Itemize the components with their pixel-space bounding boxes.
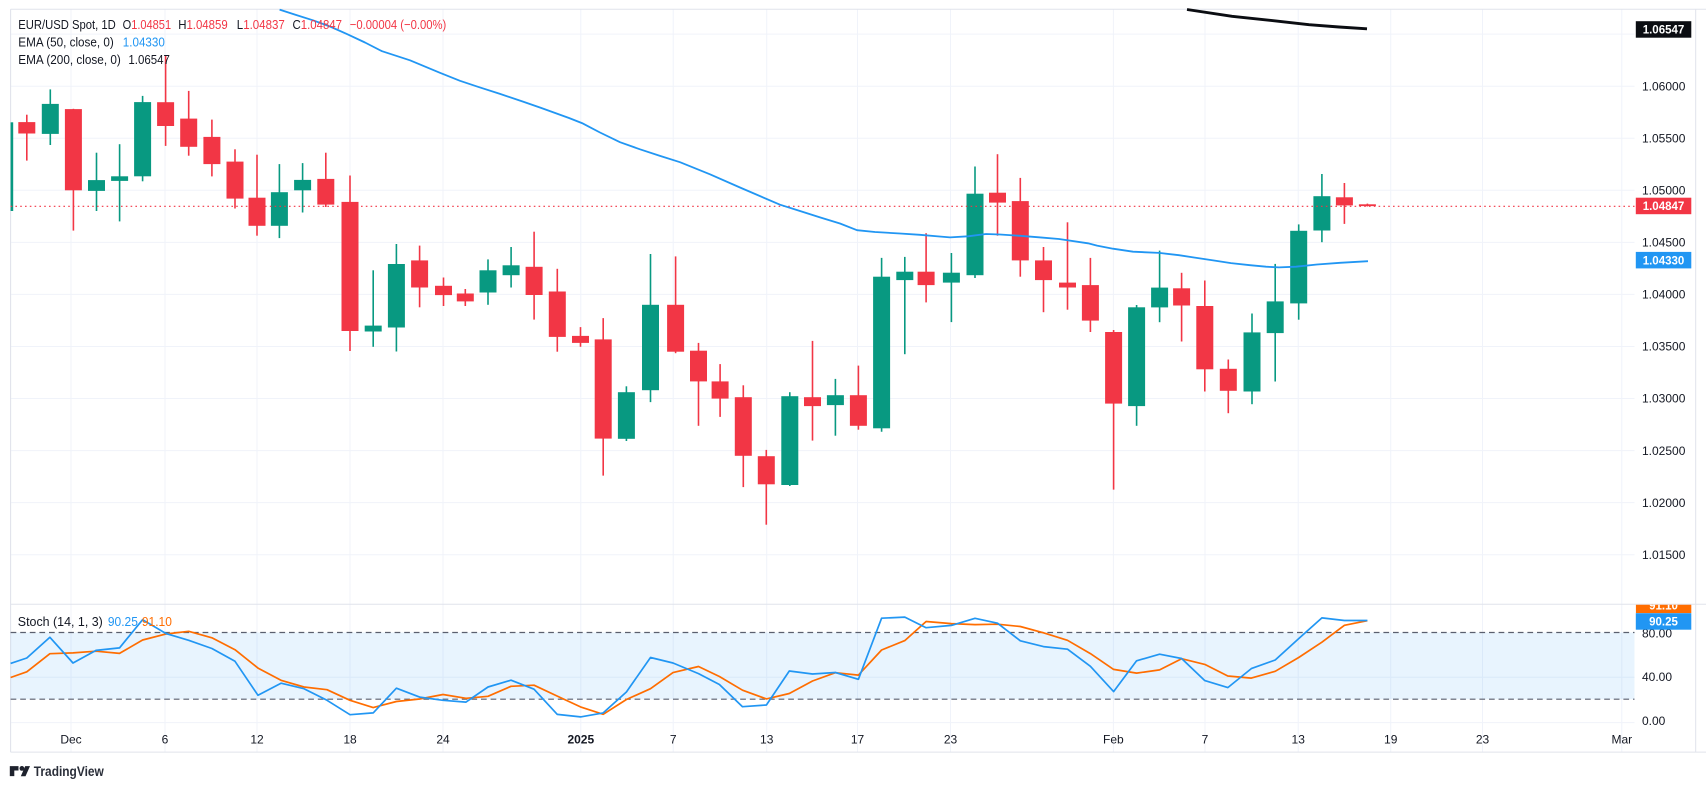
- svg-text:EMA (50, close, 0): EMA (50, close, 0): [18, 35, 114, 50]
- svg-text:18: 18: [343, 733, 357, 747]
- svg-text:Mar: Mar: [1611, 733, 1632, 747]
- svg-text:0.00: 0.00: [1642, 714, 1666, 728]
- svg-text:1.06000: 1.06000: [1642, 79, 1686, 93]
- svg-text:91.10: 91.10: [142, 614, 172, 629]
- svg-text:7: 7: [670, 733, 677, 747]
- svg-text:7: 7: [1202, 733, 1209, 747]
- svg-text:13: 13: [760, 733, 774, 747]
- svg-text:EMA (200, close, 0): EMA (200, close, 0): [18, 52, 121, 67]
- svg-text:1.04500: 1.04500: [1642, 236, 1686, 250]
- svg-text:19: 19: [1384, 733, 1398, 747]
- svg-text:2025: 2025: [567, 733, 594, 747]
- svg-text:C1.04847: C1.04847: [293, 17, 343, 32]
- svg-text:6: 6: [162, 733, 169, 747]
- svg-text:80.00: 80.00: [1642, 627, 1672, 641]
- svg-text:1.05500: 1.05500: [1642, 132, 1686, 146]
- svg-text:L1.04837: L1.04837: [237, 17, 285, 32]
- svg-text:1.04330: 1.04330: [123, 35, 165, 50]
- svg-text:24: 24: [436, 733, 450, 747]
- svg-text:12: 12: [250, 733, 264, 747]
- svg-text:13: 13: [1292, 733, 1306, 747]
- svg-text:Dec: Dec: [60, 733, 81, 747]
- svg-text:1.06547: 1.06547: [1643, 25, 1685, 37]
- svg-text:O1.04851: O1.04851: [123, 17, 171, 32]
- svg-text:TradingView: TradingView: [34, 764, 104, 779]
- svg-text:1.01500: 1.01500: [1642, 548, 1686, 562]
- svg-text:23: 23: [1476, 733, 1490, 747]
- svg-text:1.02500: 1.02500: [1642, 444, 1686, 458]
- svg-text:1.02000: 1.02000: [1642, 496, 1686, 510]
- svg-text:H1.04859: H1.04859: [178, 17, 228, 32]
- svg-text:91.10: 91.10: [1649, 600, 1678, 612]
- svg-text:1.04847: 1.04847: [1643, 201, 1685, 213]
- svg-text:90.25: 90.25: [1649, 617, 1678, 629]
- svg-text:17: 17: [851, 733, 865, 747]
- svg-text:40.00: 40.00: [1642, 670, 1672, 684]
- svg-text:1.05000: 1.05000: [1642, 184, 1686, 198]
- svg-text:−0.00004 (−0.00%): −0.00004 (−0.00%): [350, 17, 447, 32]
- svg-text:1.03000: 1.03000: [1642, 392, 1686, 406]
- svg-text:EUR/USD Spot, 1D: EUR/USD Spot, 1D: [18, 17, 116, 32]
- svg-text:1.04000: 1.04000: [1642, 288, 1686, 302]
- svg-text:23: 23: [944, 733, 958, 747]
- svg-text:1.06547: 1.06547: [128, 52, 170, 67]
- svg-text:Feb: Feb: [1103, 733, 1124, 747]
- svg-text:Stoch (14, 1, 3): Stoch (14, 1, 3): [18, 614, 103, 629]
- svg-text:1.03500: 1.03500: [1642, 340, 1686, 354]
- svg-text:90.25: 90.25: [108, 614, 138, 629]
- svg-text:1.04330: 1.04330: [1643, 255, 1685, 267]
